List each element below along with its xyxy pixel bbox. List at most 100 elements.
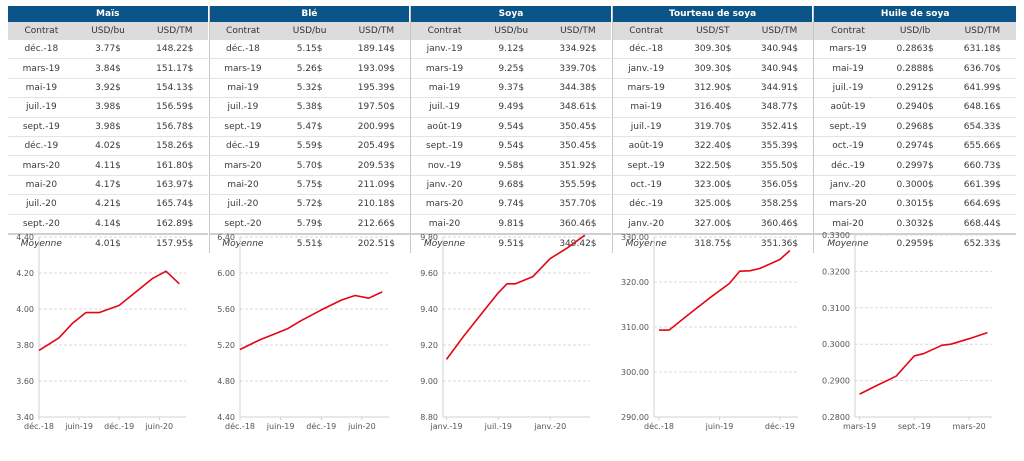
- y-tick-label: 3.60: [16, 377, 34, 386]
- y-tick-label: 3.40: [16, 413, 34, 422]
- table-cell: 631.18$: [949, 40, 1016, 59]
- table-cell: 3.92$: [75, 78, 142, 97]
- column-header: Contrat: [8, 22, 75, 40]
- y-tick-label: 4.40: [217, 413, 235, 422]
- table-cell: 309.30$: [679, 40, 746, 59]
- table-cell: 158.26$: [141, 136, 208, 155]
- table-cell: 355.59$: [545, 175, 612, 194]
- x-tick-label: janv.-19: [429, 422, 462, 431]
- table-cell: mai-20: [210, 175, 277, 194]
- table-cell: juil.-19: [210, 98, 277, 117]
- y-tick-label: 9.20: [420, 341, 438, 350]
- series-line: [860, 333, 988, 395]
- table-cell: mars-19: [814, 40, 881, 59]
- column-header: USD/TM: [949, 22, 1016, 40]
- x-tick-label: janv.-20: [533, 422, 566, 431]
- table-cell: janv.-20: [814, 175, 881, 194]
- table-cell: 0.2940$: [882, 98, 949, 117]
- table-cell: 636.70$: [949, 59, 1016, 78]
- table-cell: 9.25$: [478, 59, 545, 78]
- table-cell: nov.-19: [411, 156, 478, 175]
- table-cell: mars-20: [8, 156, 75, 175]
- table-cell: sept.-19: [814, 117, 881, 136]
- column-header: Contrat: [210, 22, 277, 40]
- table-cell: 0.2912$: [882, 78, 949, 97]
- table-cell: 3.84$: [75, 59, 142, 78]
- table-title: Soya: [411, 6, 611, 22]
- table-cell: 5.32$: [276, 78, 343, 97]
- table-cell: 348.77$: [746, 98, 813, 117]
- y-tick-label: 0.2900: [822, 377, 850, 386]
- x-tick-label: juil.-19: [484, 422, 512, 431]
- y-tick-label: 4.80: [217, 377, 235, 386]
- table-cell: 9.74$: [478, 195, 545, 214]
- table-cell: 309.30$: [679, 59, 746, 78]
- table-cell: 197.50$: [343, 98, 410, 117]
- column-header: Contrat: [411, 22, 478, 40]
- y-tick-label: 9.60: [420, 269, 438, 278]
- y-tick-label: 0.3200: [822, 267, 850, 276]
- table-cell: 154.13$: [141, 78, 208, 97]
- table-cell: 209.53$: [343, 156, 410, 175]
- column-header: USD/bu: [75, 22, 142, 40]
- table-cell: 4.17$: [75, 175, 142, 194]
- y-tick-label: 8.80: [420, 413, 438, 422]
- table-cell: 350.45$: [545, 136, 612, 155]
- table-cell: 655.66$: [949, 136, 1016, 155]
- table-cell: juil.-19: [613, 117, 680, 136]
- table-cell: mai-19: [613, 98, 680, 117]
- y-tick-label: 0.3000: [822, 340, 850, 349]
- y-tick-label: 4.00: [16, 305, 34, 314]
- table-cell: mars-20: [210, 156, 277, 175]
- x-tick-label: mars-19: [843, 422, 876, 431]
- column-header: USD/TM: [746, 22, 813, 40]
- table-cell: 356.05$: [746, 175, 813, 194]
- table-cell: juil.-19: [411, 98, 478, 117]
- table-cell: 211.09$: [343, 175, 410, 194]
- table-cell: 200.99$: [343, 117, 410, 136]
- table-cell: 0.3015$: [882, 195, 949, 214]
- table-cell: juil.-20: [8, 195, 75, 214]
- table-cell: déc.-19: [8, 136, 75, 155]
- table-title: Tourteau de soya: [613, 6, 813, 22]
- table-cell: 151.17$: [141, 59, 208, 78]
- table-cell: 654.33$: [949, 117, 1016, 136]
- table-cell: mars-19: [210, 59, 277, 78]
- table-cell: oct.-19: [613, 175, 680, 194]
- column-header: USD/bu: [276, 22, 343, 40]
- table-cell: sept.-19: [8, 117, 75, 136]
- y-tick-label: 320.00: [621, 278, 649, 287]
- table-cell: 664.69$: [949, 195, 1016, 214]
- table-cell: mars-19: [613, 78, 680, 97]
- table-cell: 322.50$: [679, 156, 746, 175]
- column-header: Contrat: [814, 22, 881, 40]
- table-cell: 189.14$: [343, 40, 410, 59]
- table-cell: 351.92$: [545, 156, 612, 175]
- table-cell: 355.50$: [746, 156, 813, 175]
